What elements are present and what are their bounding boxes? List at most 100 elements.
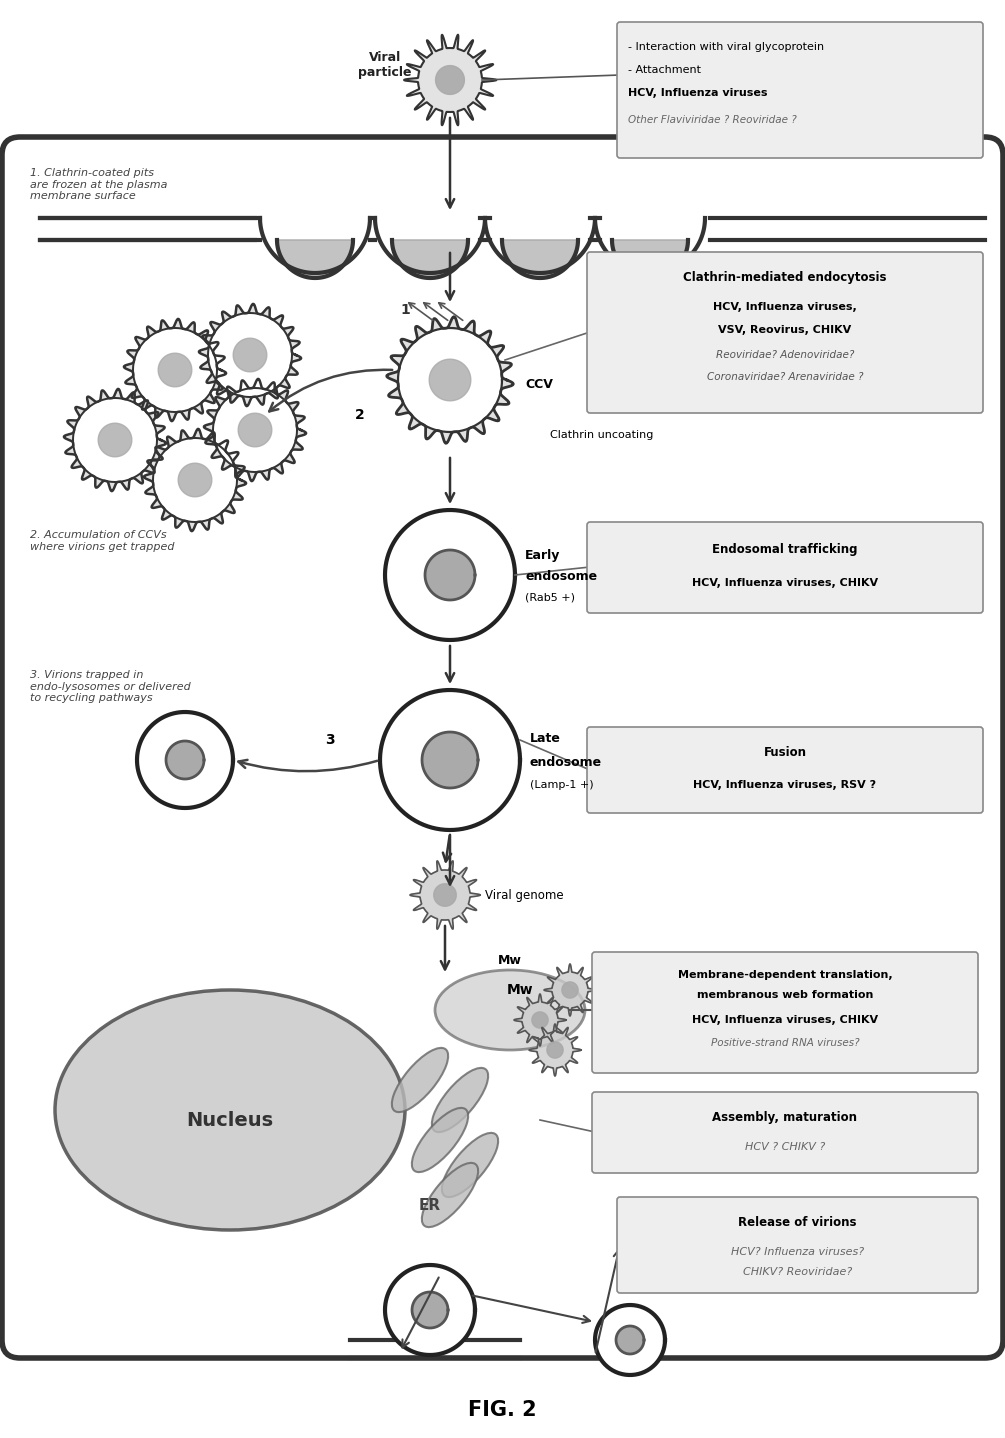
Text: CCV: CCV	[525, 378, 553, 391]
Text: HCV, Influenza viruses: HCV, Influenza viruses	[628, 88, 768, 98]
Polygon shape	[404, 35, 496, 125]
Polygon shape	[398, 328, 502, 431]
FancyBboxPatch shape	[592, 1091, 978, 1173]
Polygon shape	[380, 690, 520, 830]
Text: Membrane-dependent translation,: Membrane-dependent translation,	[677, 971, 892, 981]
Polygon shape	[529, 1024, 581, 1076]
Polygon shape	[233, 338, 266, 372]
Text: VSV, Reovirus, CHIKV: VSV, Reovirus, CHIKV	[719, 325, 851, 335]
Text: Nucleus: Nucleus	[187, 1110, 273, 1129]
Polygon shape	[502, 240, 578, 278]
Text: HCV, Influenza viruses, RSV ?: HCV, Influenza viruses, RSV ?	[693, 779, 876, 789]
Polygon shape	[73, 398, 157, 482]
Polygon shape	[137, 712, 233, 808]
Polygon shape	[153, 439, 237, 522]
Ellipse shape	[392, 1048, 448, 1112]
Text: 3: 3	[326, 733, 335, 746]
Text: endosome: endosome	[530, 755, 602, 768]
Text: membranous web formation: membranous web formation	[696, 989, 873, 999]
Ellipse shape	[442, 1133, 498, 1196]
Text: Reoviridae? Adenoviridae?: Reoviridae? Adenoviridae?	[716, 349, 854, 360]
Text: HCV, Influenza viruses, CHIKV: HCV, Influenza viruses, CHIKV	[691, 1015, 878, 1025]
Polygon shape	[595, 1306, 665, 1375]
Text: Positive-strand RNA viruses?: Positive-strand RNA viruses?	[711, 1038, 859, 1048]
Text: Viral
particle: Viral particle	[358, 50, 412, 79]
Polygon shape	[429, 360, 470, 401]
Text: 3. Virions trapped in
endo-lysosomes or delivered
to recycling pathways: 3. Virions trapped in endo-lysosomes or …	[30, 670, 191, 703]
FancyBboxPatch shape	[587, 252, 983, 413]
Polygon shape	[616, 1326, 644, 1355]
Text: - Interaction with viral glycoprotein: - Interaction with viral glycoprotein	[628, 42, 824, 52]
Polygon shape	[133, 328, 217, 413]
Polygon shape	[213, 388, 297, 472]
Text: HCV ? CHIKV ?: HCV ? CHIKV ?	[745, 1142, 825, 1152]
Text: Early: Early	[525, 548, 561, 561]
Polygon shape	[166, 741, 204, 779]
Polygon shape	[532, 1012, 548, 1028]
Polygon shape	[412, 1291, 448, 1329]
Polygon shape	[434, 884, 456, 906]
FancyBboxPatch shape	[2, 137, 1003, 1357]
Polygon shape	[435, 66, 464, 95]
Text: Clathrin uncoating: Clathrin uncoating	[550, 430, 653, 440]
Text: Clathrin-mediated endocytosis: Clathrin-mediated endocytosis	[683, 270, 886, 283]
Text: Mw: Mw	[507, 984, 534, 997]
Polygon shape	[612, 240, 688, 278]
Text: Assembly, maturation: Assembly, maturation	[713, 1110, 857, 1123]
Text: CHIKV? Reoviridae?: CHIKV? Reoviridae?	[743, 1267, 852, 1277]
Polygon shape	[422, 732, 478, 788]
Polygon shape	[199, 303, 302, 406]
Text: 2. Accumulation of CCVs
where virions get trapped: 2. Accumulation of CCVs where virions ge…	[30, 531, 175, 552]
Polygon shape	[385, 510, 515, 640]
FancyBboxPatch shape	[617, 1196, 978, 1293]
Polygon shape	[425, 549, 475, 600]
Text: Coronaviridae? Arenaviridae ?: Coronaviridae? Arenaviridae ?	[707, 372, 863, 383]
Ellipse shape	[432, 1068, 488, 1132]
Polygon shape	[158, 354, 192, 387]
Text: Release of virions: Release of virions	[739, 1215, 856, 1228]
Text: (Rab5 +): (Rab5 +)	[525, 592, 575, 603]
Polygon shape	[178, 463, 212, 496]
Text: Fusion: Fusion	[764, 745, 806, 758]
Polygon shape	[277, 240, 353, 278]
Polygon shape	[514, 994, 566, 1045]
Polygon shape	[64, 388, 166, 492]
Text: 1: 1	[400, 303, 410, 316]
Polygon shape	[238, 413, 271, 447]
Polygon shape	[144, 429, 246, 531]
Polygon shape	[124, 319, 226, 421]
Polygon shape	[98, 423, 132, 457]
FancyBboxPatch shape	[587, 522, 983, 613]
Text: 1. Clathrin-coated pits
are frozen at the plasma
membrane surface: 1. Clathrin-coated pits are frozen at th…	[30, 168, 168, 201]
Text: (Lamp-1 +): (Lamp-1 +)	[530, 779, 594, 789]
Polygon shape	[392, 240, 468, 278]
Ellipse shape	[412, 1107, 468, 1172]
Text: ER: ER	[419, 1198, 441, 1212]
Text: HCV, Influenza viruses,: HCV, Influenza viruses,	[714, 302, 857, 312]
Polygon shape	[562, 982, 578, 998]
Text: Endosomal trafficking: Endosomal trafficking	[713, 544, 857, 557]
Polygon shape	[385, 1265, 475, 1355]
Polygon shape	[547, 1043, 563, 1058]
Text: FIG. 2: FIG. 2	[467, 1401, 537, 1419]
Text: endosome: endosome	[525, 571, 597, 584]
FancyBboxPatch shape	[587, 728, 983, 812]
Ellipse shape	[55, 989, 405, 1229]
Ellipse shape	[435, 971, 585, 1050]
Polygon shape	[544, 963, 596, 1017]
Text: Mw: Mw	[498, 953, 522, 966]
Text: Late: Late	[530, 732, 561, 745]
Polygon shape	[204, 378, 307, 482]
FancyBboxPatch shape	[592, 952, 978, 1073]
Polygon shape	[387, 316, 514, 443]
Text: 2: 2	[355, 408, 365, 421]
Polygon shape	[208, 313, 292, 397]
Text: Viral genome: Viral genome	[485, 889, 564, 902]
Text: - Attachment: - Attachment	[628, 65, 701, 75]
FancyBboxPatch shape	[617, 22, 983, 158]
Text: HCV? Influenza viruses?: HCV? Influenza viruses?	[731, 1247, 864, 1257]
Text: HCV, Influenza viruses, CHIKV: HCV, Influenza viruses, CHIKV	[691, 578, 878, 588]
Text: Other Flaviviridae ? Reoviridae ?: Other Flaviviridae ? Reoviridae ?	[628, 115, 797, 125]
Polygon shape	[410, 861, 480, 929]
Ellipse shape	[422, 1163, 478, 1227]
